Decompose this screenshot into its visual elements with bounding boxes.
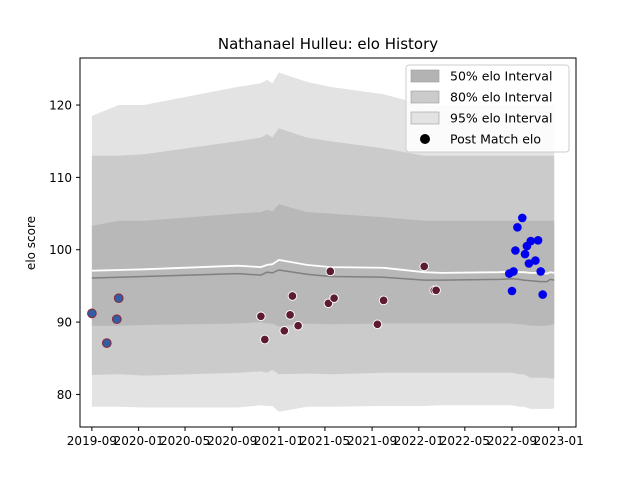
x-tick-label-2022-05: 2022-05 bbox=[440, 434, 490, 448]
data-point-15 bbox=[378, 295, 389, 306]
data-point-4 bbox=[113, 293, 124, 304]
data-point-7 bbox=[279, 326, 290, 336]
data-point-6 bbox=[260, 334, 270, 345]
chart-title: Nathanael Hulleu: elo History bbox=[218, 35, 438, 53]
x-tick-label-2020-01: 2020-01 bbox=[114, 434, 164, 448]
data-point-14 bbox=[372, 319, 383, 330]
mean-line bbox=[91, 258, 555, 275]
legend-marker-post-match-elo bbox=[420, 134, 430, 144]
data-point-27 bbox=[524, 259, 534, 268]
y-tick-label-110: 110 bbox=[49, 171, 72, 185]
data-point-18 bbox=[431, 285, 441, 296]
legend-label-post-match-elo: Post Match elo bbox=[450, 132, 541, 147]
data-point-32 bbox=[538, 290, 547, 299]
data-point-22 bbox=[511, 246, 520, 255]
x-tick-label-2020-09: 2020-09 bbox=[207, 434, 257, 448]
data-point-12 bbox=[325, 266, 336, 277]
data-point-23 bbox=[513, 223, 522, 232]
data-point-31 bbox=[536, 267, 545, 276]
x-tick-label-2021-09: 2021-09 bbox=[347, 434, 397, 448]
data-point-24 bbox=[518, 213, 527, 223]
data-point-1 bbox=[87, 308, 97, 319]
y-tick-label-100: 100 bbox=[49, 243, 72, 257]
data-point-9 bbox=[287, 291, 298, 301]
x-tick-label-2021-01: 2021-01 bbox=[254, 434, 304, 448]
legend-box bbox=[405, 64, 570, 153]
data-point-28 bbox=[526, 236, 536, 246]
median-line bbox=[91, 269, 555, 283]
data-point-29 bbox=[531, 256, 540, 265]
data-point-25 bbox=[520, 249, 530, 259]
axes-frame bbox=[79, 57, 577, 428]
legend-label-95-elo-interval: 95% elo Interval bbox=[450, 111, 552, 126]
data-point-8 bbox=[285, 310, 295, 320]
legend-swatch-50-elo-interval bbox=[410, 69, 440, 83]
data-point-20 bbox=[507, 286, 517, 296]
legend-swatch-80-elo-interval bbox=[410, 90, 440, 104]
legend-label-50-elo-interval: 50% elo Interval bbox=[450, 69, 552, 84]
y-tick-label-120: 120 bbox=[49, 99, 72, 113]
data-point-21 bbox=[509, 267, 518, 276]
data-point-5 bbox=[256, 311, 266, 322]
y-axis-label: elo score bbox=[24, 216, 38, 270]
x-tick-label-2019-09: 2019-09 bbox=[67, 434, 117, 448]
data-point-2 bbox=[101, 338, 112, 348]
legend-label-80-elo-interval: 80% elo Interval bbox=[450, 90, 552, 105]
data-point-13 bbox=[329, 293, 339, 303]
x-tick-label-2021-05: 2021-05 bbox=[300, 434, 350, 448]
x-tick-label-2020-05: 2020-05 bbox=[160, 434, 210, 448]
data-point-10 bbox=[293, 320, 303, 331]
x-tick-label-2022-01: 2022-01 bbox=[394, 434, 444, 448]
data-point-3 bbox=[111, 314, 122, 325]
plot-area: 80 90 100 110 120 2019-092020-012020-052020-0… bbox=[49, 57, 584, 448]
legend-swatch-95-elo-interval bbox=[410, 111, 440, 125]
data-point-16 bbox=[419, 261, 429, 272]
x-tick-label-2023-01: 2023-01 bbox=[534, 434, 584, 448]
y-tick-label-80: 80 bbox=[57, 388, 72, 402]
band-50-interval bbox=[91, 204, 555, 327]
legend: 50% elo Interval 80% elo Interval 95% elo … bbox=[405, 64, 570, 153]
x-tick-label-2022-09: 2022-09 bbox=[487, 434, 537, 448]
data-point-30 bbox=[533, 236, 543, 245]
y-tick-label-90: 90 bbox=[57, 316, 72, 330]
